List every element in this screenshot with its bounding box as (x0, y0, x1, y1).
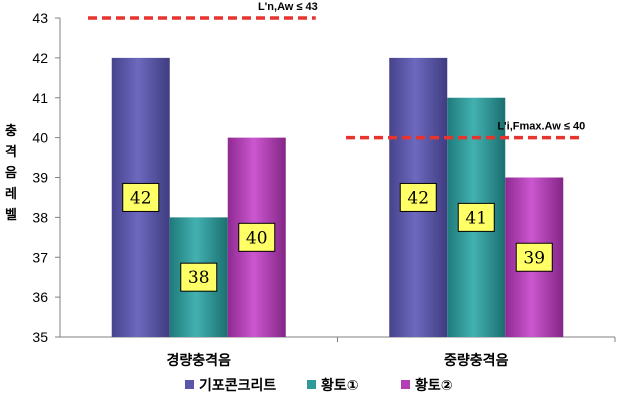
legend-label: 기포콘크리트 (199, 378, 276, 394)
data-label: 42 (130, 188, 152, 208)
data-label-box (122, 182, 160, 212)
reference-lines: L'n,Aw ≤ 43 L'i,Fmax.Aw ≤ 40 (88, 1, 585, 140)
data-label-box (180, 262, 218, 292)
data-label-box (238, 222, 276, 252)
y-tick-label: 42 (32, 50, 48, 66)
y-tick-label: 35 (32, 329, 48, 345)
y-tick-label: 40 (32, 130, 48, 146)
data-label-box (515, 242, 553, 272)
y-tick-label: 43 (32, 10, 48, 26)
legend: 기포콘크리트 황토① 황토② (185, 377, 453, 394)
data-label: 42 (407, 188, 429, 208)
y-tick-label: 37 (32, 249, 48, 265)
legend-swatch (185, 380, 194, 389)
y-axis-label-char: 음 (5, 165, 17, 181)
data-label: 38 (188, 268, 210, 288)
data-labels: 42 38 40 42 41 39 (122, 182, 553, 292)
x-category-label: 중량충격음 (444, 352, 509, 369)
data-label: 41 (465, 208, 487, 228)
y-tick-label: 39 (32, 170, 48, 186)
legend-label: 황토② (415, 377, 453, 394)
reference-line-label: L'n,Aw ≤ 43 (258, 1, 318, 13)
data-label: 40 (246, 228, 268, 248)
data-label: 39 (523, 248, 545, 268)
y-axis-label-char: 충 (5, 123, 17, 139)
x-category-label: 경량충격음 (167, 352, 232, 369)
y-axis-label-char: 벨 (5, 208, 17, 223)
reference-line-label: L'i,Fmax.Aw ≤ 40 (497, 121, 585, 133)
legend-swatch (307, 380, 316, 389)
y-tick-label: 38 (32, 209, 48, 225)
y-axis-label-char: 레 (5, 187, 17, 202)
data-label-box (399, 182, 437, 212)
legend-label: 황토① (321, 377, 359, 394)
data-label-box (457, 202, 495, 232)
y-axis-label-char: 격 (5, 145, 17, 160)
y-tick-label: 41 (32, 90, 48, 106)
bars (111, 57, 564, 337)
y-tick-label: 36 (32, 289, 48, 305)
legend-swatch (401, 380, 410, 389)
